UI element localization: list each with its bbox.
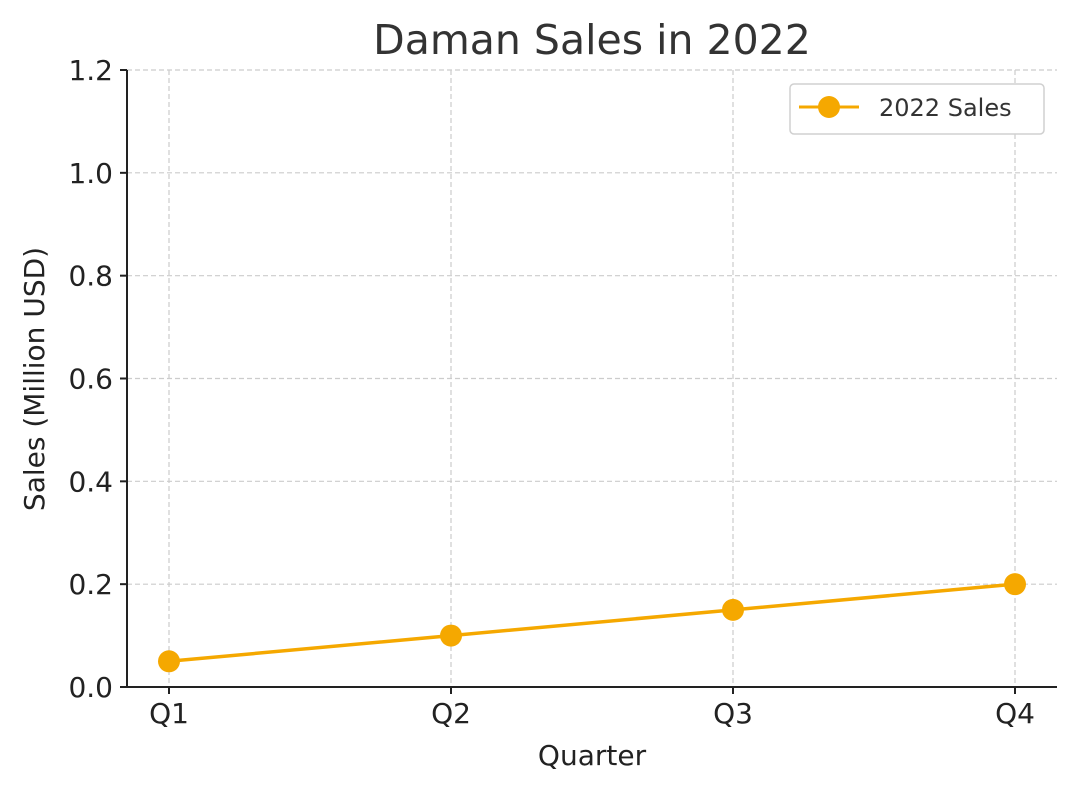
data-point (722, 598, 744, 621)
y-tick-label: 0.6 (68, 363, 113, 396)
chart-title: Daman Sales in 2022 (373, 16, 811, 64)
data-point (158, 650, 180, 673)
x-tick-label: Q2 (431, 697, 471, 730)
x-tick-label: Q3 (713, 697, 753, 730)
grid (127, 69, 1057, 687)
data-point (440, 624, 462, 647)
y-tick-label: 0.8 (68, 260, 113, 293)
x-tick-label: Q4 (995, 697, 1035, 730)
y-tick-label: 0.0 (68, 671, 113, 704)
y-axis-label: Sales (Million USD) (18, 247, 51, 511)
legend: 2022 Sales (789, 83, 1045, 135)
y-tick-label: 1.2 (68, 54, 113, 87)
ticks: 0.0 0.2 0.4 0.6 0.8 1.0 1.2 Q1 Q2 Q3 Q4 (68, 54, 1034, 730)
x-tick-label: Q1 (149, 697, 189, 730)
legend-entry-label: 2022 Sales (879, 94, 1012, 122)
series-line (168, 582, 1016, 664)
x-axis-label: Quarter (538, 739, 647, 772)
legend-marker-swatch (818, 96, 840, 118)
legend-box (789, 83, 1045, 135)
data-point (1004, 573, 1026, 596)
y-tick-label: 0.4 (68, 465, 113, 498)
y-tick-label: 1.0 (68, 157, 113, 190)
y-tick-label: 0.2 (68, 568, 113, 601)
series (158, 573, 1026, 673)
